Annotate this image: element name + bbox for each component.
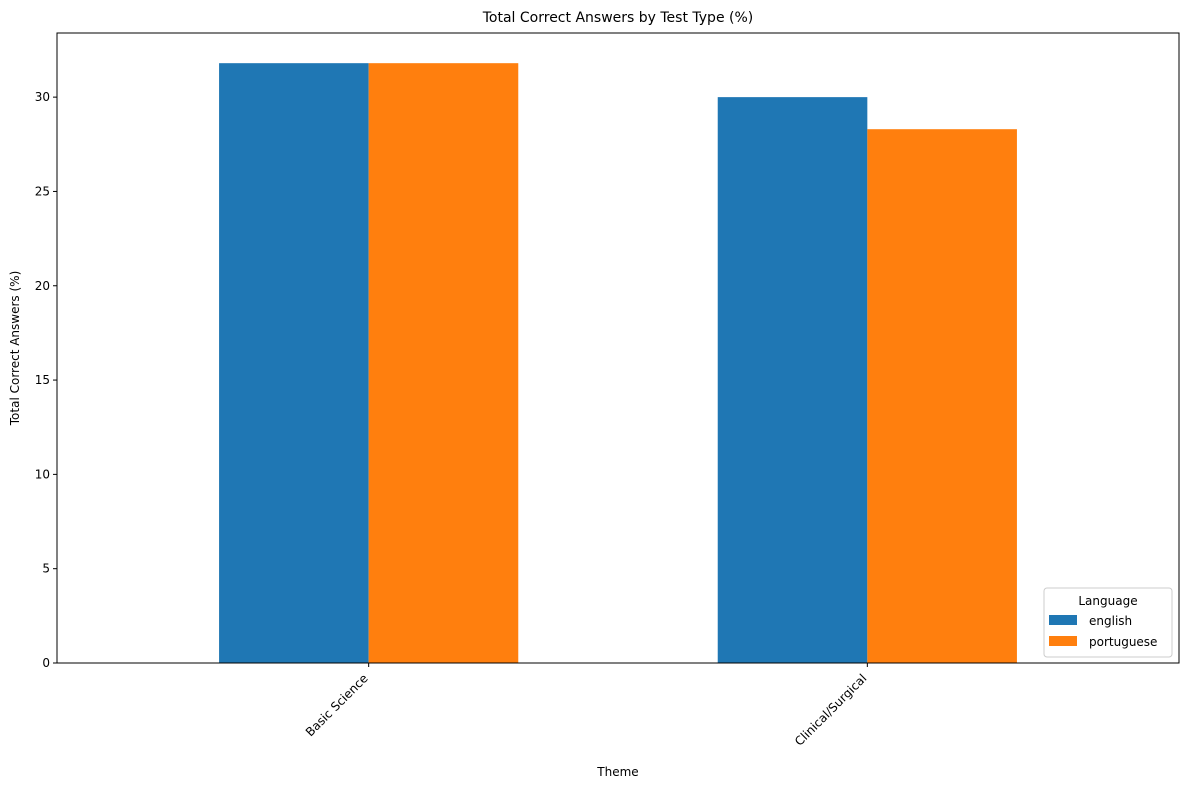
- x-axis: Basic Science Clinical/Surgical: [303, 663, 869, 749]
- y-tick-label: 10: [35, 467, 50, 481]
- y-tick-label: 30: [35, 90, 50, 104]
- x-axis-label: Theme: [596, 765, 638, 779]
- bar-english-0: [219, 63, 369, 664]
- plot-area: [219, 63, 1017, 664]
- x-tick-label: Basic Science: [303, 671, 371, 739]
- legend-label-portuguese: portuguese: [1089, 635, 1157, 649]
- y-tick-label: 15: [35, 373, 50, 387]
- y-tick-label: 25: [35, 184, 50, 198]
- y-tick-label: 0: [42, 656, 50, 670]
- legend-swatch-portuguese: [1049, 636, 1077, 646]
- y-tick-label: 20: [35, 279, 50, 293]
- bar-portuguese-1: [867, 129, 1017, 663]
- y-axis: 0 5 10 15 20 25 30: [35, 90, 57, 670]
- axes-frame: [56, 32, 1180, 664]
- y-tick-label: 5: [42, 562, 50, 576]
- y-axis-label: Total Correct Answers (%): [8, 271, 22, 426]
- chart-title: Total Correct Answers by Test Type (%): [482, 10, 753, 26]
- legend: Language english portuguese: [1043, 587, 1173, 658]
- legend-swatch-english: [1049, 615, 1077, 625]
- legend-title: Language: [1078, 594, 1137, 608]
- legend-label-english: english: [1089, 614, 1132, 628]
- bar-english-1: [717, 97, 868, 664]
- x-tick-label: Clinical/Surgical: [792, 671, 869, 748]
- bar-portuguese-0: [368, 63, 519, 664]
